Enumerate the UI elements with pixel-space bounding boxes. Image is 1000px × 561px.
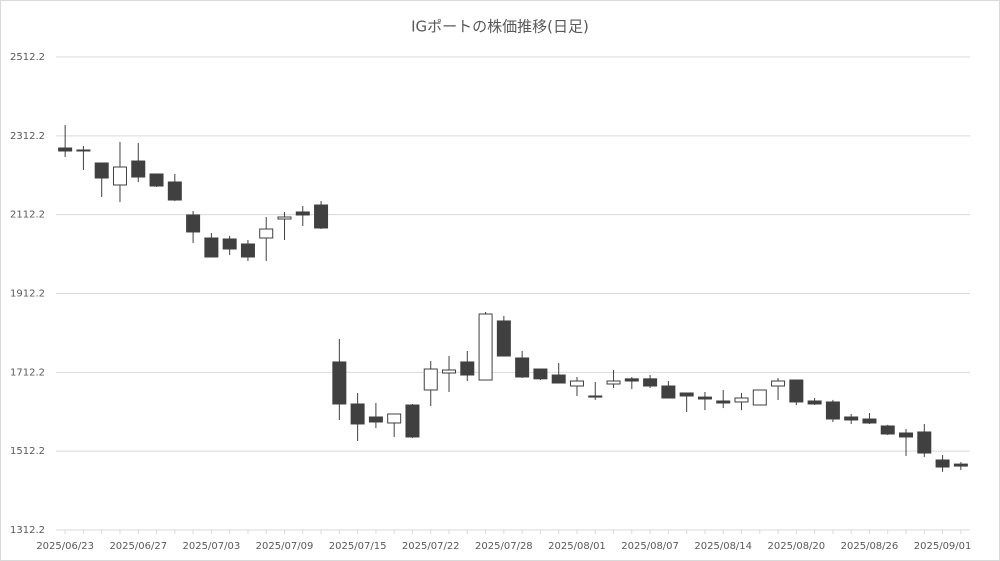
x-tick-label: 2025/08/20 (768, 541, 826, 552)
candle-body (58, 147, 73, 152)
candle-body (423, 368, 438, 391)
x-tick-label: 2025/06/27 (109, 541, 167, 552)
candle-body (240, 243, 255, 258)
x-tick-label: 2025/07/03 (183, 541, 241, 552)
candle-body (953, 463, 968, 467)
x-tick-label: 2025/08/14 (694, 541, 752, 552)
candle-body (862, 418, 877, 424)
candle-body (844, 416, 859, 421)
y-tick-label: 2112.2 (10, 210, 45, 221)
candle-body (131, 160, 146, 178)
candle-body (771, 380, 786, 387)
candle-body (460, 361, 475, 376)
candle-body (697, 396, 712, 400)
candle-body (588, 395, 603, 398)
y-tick-label: 1712.2 (10, 367, 45, 378)
candle-body (149, 173, 164, 187)
candle-body (533, 368, 548, 380)
candle-body (825, 401, 840, 420)
candle-body (94, 162, 109, 179)
candle-body (405, 404, 420, 438)
candle-body (277, 216, 292, 220)
y-tick-label: 2312.2 (10, 131, 45, 142)
y-tick-label: 1512.2 (10, 446, 45, 457)
candle-body (734, 397, 749, 403)
candle-body (167, 181, 182, 201)
y-tick-label: 1912.2 (10, 289, 45, 300)
candle-body (679, 392, 694, 397)
candle-body (314, 204, 329, 229)
candle-body (606, 380, 621, 385)
candle-body (624, 378, 639, 382)
chart-title: IGポートの株価推移(日足) (411, 18, 589, 36)
candle-body (222, 238, 237, 250)
candle-body (442, 369, 457, 374)
candle-body (569, 380, 584, 387)
candle-body (204, 237, 219, 258)
candle-body (76, 149, 91, 152)
x-tick-label: 2025/09/01 (914, 541, 972, 552)
candle-body (643, 378, 658, 387)
candle-body (789, 379, 804, 403)
candle-body (112, 166, 127, 186)
y-tick-label: 1312.2 (10, 525, 45, 536)
candle-body (259, 228, 274, 239)
x-tick-label: 2025/06/23 (36, 541, 94, 552)
candle-body (752, 389, 767, 406)
x-tick-label: 2025/08/26 (841, 541, 899, 552)
candle-body (935, 459, 950, 468)
candle-body (295, 211, 310, 216)
candle-body (496, 320, 511, 357)
candle-body (332, 361, 347, 405)
candle-body (880, 425, 895, 435)
candle-body (387, 413, 402, 424)
x-tick-label: 2025/08/01 (548, 541, 606, 552)
candle-body (917, 431, 932, 454)
x-tick-label: 2025/07/15 (329, 541, 387, 552)
candle-body (899, 432, 914, 438)
candle-body (350, 403, 365, 425)
candle-body (368, 416, 383, 423)
x-tick-label: 2025/07/09 (256, 541, 314, 552)
candle-body (551, 374, 566, 384)
x-tick-label: 2025/08/07 (621, 541, 679, 552)
candle-body (515, 357, 530, 378)
x-tick-label: 2025/07/22 (402, 541, 460, 552)
candle-body (716, 400, 731, 404)
candle-body (186, 214, 201, 233)
candle-body (807, 400, 822, 405)
candle-body (661, 385, 676, 399)
x-tick-label: 2025/07/28 (475, 541, 533, 552)
y-tick-label: 2512.2 (10, 52, 45, 63)
candle-body (478, 313, 493, 381)
